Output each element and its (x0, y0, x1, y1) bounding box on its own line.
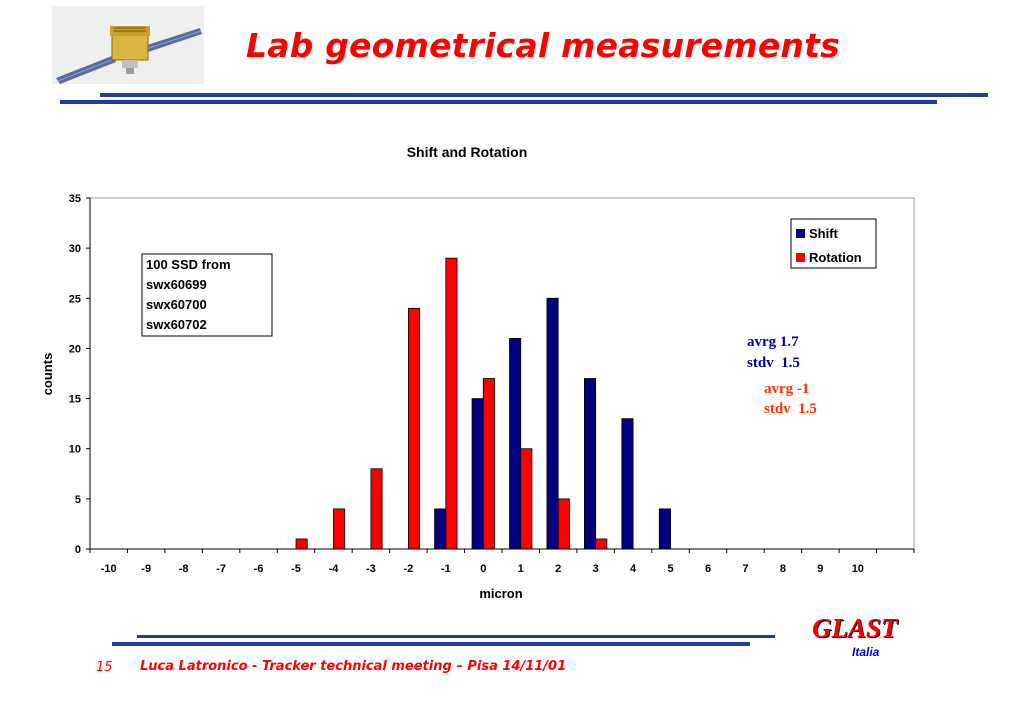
x-tick-label: 10 (852, 563, 864, 575)
y-tick-label: 5 (75, 494, 81, 506)
satellite-icon (56, 26, 202, 84)
chart-title: Shift and Rotation (407, 144, 528, 160)
bar-shift-0 (471, 398, 484, 550)
bar-shift-5 (658, 508, 671, 550)
y-tick-label: 10 (69, 444, 81, 456)
bar-shift-4 (621, 418, 634, 550)
bar-rotation-0 (482, 378, 495, 550)
y-tick-label: 0 (75, 544, 81, 556)
x-tick-label: 2 (555, 563, 561, 575)
rotation-avrg-annotation: avrg -1 (764, 381, 809, 397)
note-line-1: 100 SSD from (146, 257, 231, 272)
x-tick-label: 9 (817, 563, 823, 575)
bar-rotation--1 (445, 257, 458, 550)
legend-swatch-rotation (796, 253, 805, 262)
bar-shift-2 (546, 297, 559, 550)
x-tick-label: -3 (366, 563, 376, 575)
y-axis-label: counts (40, 353, 55, 396)
legend-label-shift: Shift (809, 226, 839, 241)
footer-rule-bottom (112, 642, 750, 646)
x-axis-label: micron (479, 586, 522, 601)
x-tick-label: -10 (101, 563, 117, 575)
x-tick-label: 4 (630, 563, 637, 575)
rotation-stdv-annotation: stdv 1.5 (764, 401, 817, 417)
shift-avrg-annotation: avrg 1.7 (747, 334, 799, 350)
bar-shift-3 (584, 378, 597, 550)
bars (295, 257, 671, 550)
x-tick-label: 5 (667, 563, 673, 575)
legend-swatch-shift (796, 229, 805, 238)
x-tick-label: -4 (329, 563, 340, 575)
bar-rotation-2 (557, 498, 570, 550)
y-tick-label: 20 (69, 343, 81, 355)
y-tick-label: 15 (69, 394, 81, 406)
satellite-logo (52, 6, 204, 84)
plot-area (89, 197, 915, 550)
slide-title: Lab geometrical measurements (246, 26, 840, 65)
y-tick-label: 35 (69, 193, 81, 205)
x-axis: -10 -9 -8 -7 -6 -5 -4 -3 -2 -1 0 1 2 3 4 5 6 7 8 9 10 (89, 548, 915, 575)
bar-shift--1 (434, 508, 447, 550)
x-tick-label: -5 (291, 563, 301, 575)
bar-rotation--4 (333, 508, 346, 550)
x-tick-label: 6 (705, 563, 711, 575)
x-tick-label: -1 (441, 563, 451, 575)
x-tick-label: 8 (780, 563, 786, 575)
bar-rotation-3 (595, 538, 608, 550)
x-tick-label: -6 (254, 563, 264, 575)
x-tick-label: 0 (480, 563, 486, 575)
header-rule-bottom (60, 100, 937, 104)
note-line-4: swx60702 (146, 317, 207, 332)
x-tick-label: -2 (403, 563, 413, 575)
x-tick-label: 3 (593, 563, 599, 575)
footer-rule-top (137, 635, 775, 638)
header-rule-top (100, 93, 988, 97)
x-tick-label: -7 (216, 563, 226, 575)
slide-number: 15 (96, 660, 113, 675)
x-tick-label: -9 (141, 563, 151, 575)
y-axis: 0 5 10 15 20 25 30 35 (69, 193, 91, 556)
note-box: 100 SSD from swx60699 swx60700 swx60702 (141, 253, 273, 337)
bar-rotation--3 (370, 468, 383, 550)
footer-text: Luca Latronico - Tracker technical meeti… (140, 659, 567, 674)
note-line-3: swx60700 (146, 297, 207, 312)
bar-rotation-1 (520, 448, 533, 550)
y-tick-label: 30 (69, 243, 81, 255)
legend: Shift Rotation (790, 218, 877, 269)
x-tick-label: 7 (742, 563, 748, 575)
y-tick-label: 25 (69, 293, 81, 305)
bar-rotation--2 (407, 307, 421, 550)
bar-rotation--5 (295, 538, 308, 550)
x-tick-label: -8 (179, 563, 189, 575)
x-tick-label: 1 (518, 563, 524, 575)
shift-stdv-annotation: stdv 1.5 (747, 355, 800, 371)
legend-label-rotation: Rotation (809, 250, 862, 265)
glast-logo: GLAST (812, 613, 898, 643)
bar-shift-1 (509, 337, 522, 550)
note-line-2: swx60699 (146, 277, 207, 292)
glast-logo-italia: Italia (852, 645, 880, 659)
